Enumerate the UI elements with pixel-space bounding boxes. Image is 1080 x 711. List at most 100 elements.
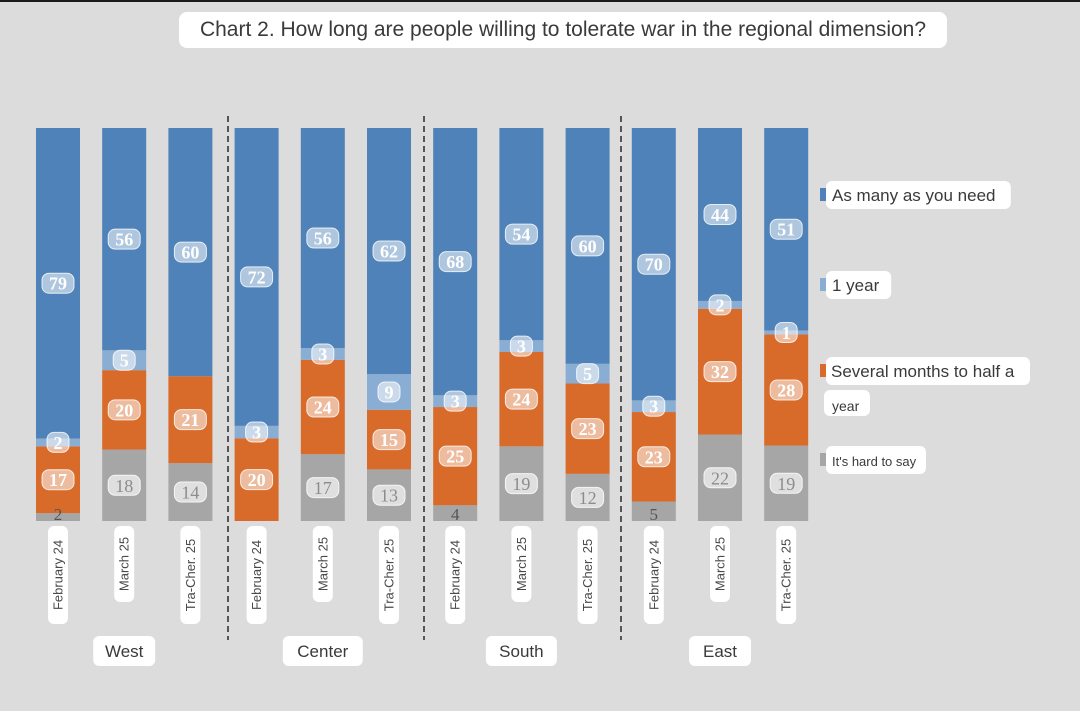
data-label: 2 [54, 505, 63, 524]
data-label-bg [571, 235, 605, 257]
data-label: 60 [181, 243, 199, 263]
x-tick-label: March 25 [117, 537, 132, 591]
data-label: 2 [54, 433, 63, 453]
data-label: 18 [115, 476, 133, 496]
data-label-bg [377, 381, 401, 403]
data-label: 13 [380, 486, 398, 506]
data-label-bg [240, 266, 274, 288]
data-label-bg [372, 429, 406, 451]
x-tick-label: March 25 [713, 537, 728, 591]
data-label: 3 [517, 337, 526, 357]
data-label: 79 [49, 274, 67, 294]
top-border [0, 0, 1080, 2]
data-label-bg [372, 240, 406, 262]
legend-label: Several months to half a year [831, 362, 1015, 414]
x-tick-label: February 24 [448, 540, 463, 610]
data-label: 62 [380, 242, 398, 262]
data-label-bg [769, 379, 803, 401]
data-label-bg [107, 399, 141, 421]
tick-label-bg [776, 526, 797, 624]
data-label-bg [576, 363, 600, 385]
data-label: 3 [318, 344, 327, 364]
data-label-bg [774, 321, 798, 343]
data-label: 1 [782, 323, 791, 343]
group-label-south: South [499, 642, 543, 661]
tick-label-bg [312, 526, 333, 602]
data-label: 70 [645, 255, 663, 275]
x-tick-label: March 25 [315, 537, 330, 591]
tick-label-bg [180, 526, 201, 624]
tick-label-bg [114, 526, 135, 602]
data-label: 3 [252, 423, 261, 443]
x-tick-label: Tra-Cher. 25 [382, 539, 397, 612]
chart-title: Chart 2. How long are people willing to … [179, 12, 947, 48]
data-label: 20 [248, 470, 266, 490]
data-label: 68 [446, 252, 464, 272]
data-label: 17 [314, 478, 332, 498]
data-label-bg [41, 272, 75, 294]
data-label: 4 [451, 505, 460, 524]
legend-swatch [820, 364, 828, 377]
data-label-bg [112, 349, 136, 371]
x-tick-label: February 24 [51, 540, 66, 610]
data-label-bg [637, 446, 671, 468]
data-label: 22 [711, 468, 729, 488]
data-label-bg [708, 294, 732, 316]
data-label-bg [240, 469, 274, 491]
group-label-west: West [105, 642, 144, 661]
tick-label-bg [643, 526, 664, 624]
data-label-bg [637, 253, 671, 275]
data-label-bg [107, 228, 141, 250]
legend-label: It's hard to say [832, 454, 917, 469]
legend-label-bg [824, 390, 870, 416]
data-label: 21 [181, 410, 199, 430]
tick-label-bg [710, 526, 730, 602]
x-tick-label: Tra-Cher. 25 [779, 539, 794, 612]
x-tick-label: February 24 [249, 540, 264, 610]
group-label-bg [689, 636, 751, 666]
data-label: 32 [711, 362, 729, 382]
bar-it-s-hard-to-say [433, 505, 478, 521]
data-label: 5 [650, 505, 659, 524]
data-label: 19 [777, 474, 795, 494]
data-label-bg [703, 361, 737, 383]
data-label-bg [642, 395, 666, 417]
tick-label-bg [48, 526, 68, 624]
data-label-bg [372, 484, 406, 506]
data-label-bg [245, 421, 269, 443]
bar-it-s-hard-to-say [36, 513, 80, 521]
data-label-bg [173, 241, 207, 263]
tick-label-bg [511, 526, 532, 602]
data-label: 9 [385, 382, 394, 402]
data-label-bg [438, 445, 472, 467]
data-label-bg [509, 335, 533, 357]
group-label-bg [282, 636, 363, 666]
data-label-bg [311, 343, 335, 365]
data-label: 17 [49, 470, 67, 490]
data-label: 3 [649, 397, 658, 417]
legend-swatch [820, 453, 828, 466]
data-label-bg [438, 251, 472, 273]
bar-it-s-hard-to-say [631, 501, 676, 521]
data-label-bg [41, 469, 75, 491]
data-label-bg [306, 227, 340, 249]
data-label: 23 [645, 447, 663, 467]
data-label-bg [306, 477, 340, 499]
data-label-bg [504, 388, 538, 410]
data-label: 25 [446, 447, 464, 467]
data-label-bg [504, 223, 538, 245]
data-label-bg [703, 467, 737, 489]
group-label-center: Center [297, 642, 348, 661]
data-label: 56 [314, 229, 332, 249]
data-label: 3 [451, 392, 460, 412]
data-label: 19 [512, 474, 530, 494]
data-label: 51 [777, 220, 795, 240]
data-label-bg [504, 473, 538, 495]
data-label-bg [571, 418, 605, 440]
legend-label-bg [826, 271, 892, 299]
legend-swatch [820, 278, 828, 291]
data-label-bg [703, 203, 737, 225]
data-label: 15 [380, 430, 398, 450]
x-tick-label: Tra-Cher. 25 [183, 539, 198, 612]
